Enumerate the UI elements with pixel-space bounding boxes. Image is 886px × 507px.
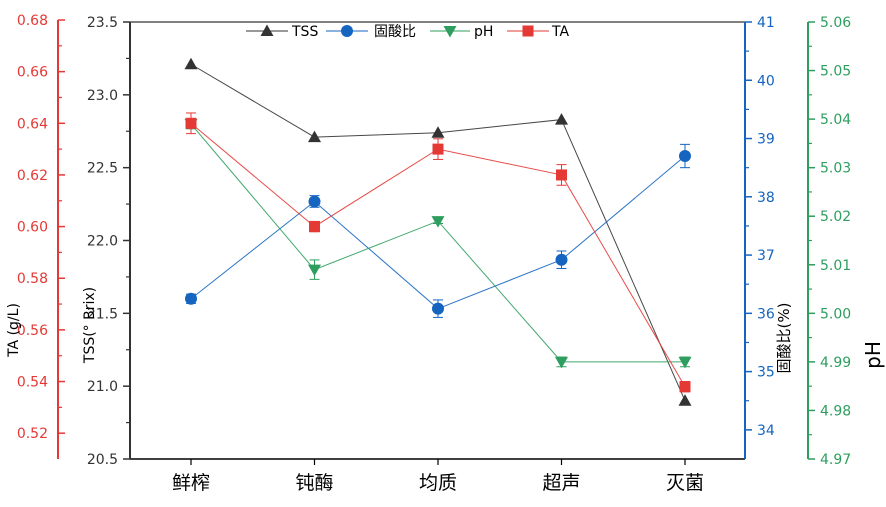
data-point-ratio (308, 195, 321, 208)
data-point-ratio (432, 302, 444, 315)
series-line-tss (190, 63, 686, 401)
legend-marker (341, 25, 353, 37)
x-tick-label: 钝酶 (295, 472, 333, 494)
ratio-axis-title: 固酸比(%) (775, 303, 793, 374)
x-tick-label: 灭菌 (666, 472, 704, 494)
ph-axis-tick-label: 5.06 (820, 15, 851, 31)
data-point-ta (309, 221, 320, 233)
data-point-ratio (555, 253, 568, 266)
data-point-tss (555, 113, 568, 125)
data-point-ta (185, 117, 197, 129)
tss-axis-tick-label: 21.5 (87, 306, 118, 322)
data-point-ta (432, 143, 444, 155)
x-tick-label: 鲜榨 (172, 472, 210, 494)
ph-axis-tick-label: 5.05 (820, 64, 851, 80)
ratio-axis-tick-label: 37 (757, 248, 775, 264)
ta-axis-title: TA (g/L) (6, 303, 22, 358)
tss-axis-tick-label: 23.5 (87, 15, 118, 31)
ratio-axis-tick-label: 39 (757, 132, 775, 148)
ratio-axis-tick-label: 38 (757, 190, 775, 206)
data-point-ratio (185, 292, 197, 305)
ta-axis-tick-label: 0.52 (17, 426, 48, 442)
ratio-axis-tick-label: 40 (757, 73, 775, 89)
ratio-axis-tick-label: 35 (757, 365, 775, 381)
ph-axis-tick-label: 5.04 (820, 112, 851, 128)
data-point-ph (678, 356, 692, 369)
ph-axis-tick-label: 5.01 (820, 258, 851, 274)
data-point-ratio (679, 150, 691, 163)
ta-axis-tick-label: 0.68 (17, 13, 48, 29)
tss-axis-tick-label: 20.5 (87, 452, 118, 468)
x-tick-label: 超声 (542, 472, 580, 494)
data-point-ph (308, 264, 321, 277)
ph-axis-tick-label: 5.02 (820, 209, 851, 225)
data-point-tss (308, 130, 321, 143)
data-point-ph (431, 216, 445, 228)
ph-axis-tick-label: 5.03 (820, 161, 851, 177)
data-point-ta (679, 381, 691, 393)
ph-axis-tick-label: 4.98 (820, 403, 851, 419)
legend-label: TSS (291, 24, 318, 40)
ph-axis-tick-label: 4.97 (820, 452, 851, 468)
legend-marker (260, 24, 274, 36)
ta-axis-tick-label: 0.66 (17, 65, 48, 81)
ph-axis-tick-label: 4.99 (820, 355, 851, 371)
ta-axis-tick-label: 0.62 (17, 168, 48, 184)
tss-axis-title: TSS(° Brix) (82, 287, 98, 364)
legend-marker (522, 25, 534, 37)
data-point-tss (184, 57, 198, 70)
ratio-axis-tick-label: 34 (757, 423, 775, 439)
data-point-tss (431, 126, 445, 138)
ta-axis-tick-label: 0.60 (17, 220, 48, 236)
ta-axis-tick-label: 0.56 (17, 323, 48, 339)
tss-axis-tick-label: 22.0 (87, 234, 118, 250)
legend-label: TA (551, 24, 569, 40)
data-point-ph (555, 356, 568, 369)
ta-axis-tick-label: 0.58 (17, 271, 48, 287)
series-line-ta (190, 122, 686, 387)
tss-axis-tick-label: 22.5 (87, 161, 118, 177)
ratio-axis-tick-label: 36 (757, 306, 775, 322)
legend-label: pH (474, 24, 493, 40)
tss-axis-tick-label: 21.0 (87, 379, 118, 395)
x-tick-label: 均质 (419, 472, 457, 494)
legend-label: 固酸比 (374, 24, 416, 40)
ph-axis-tick-label: 5.00 (820, 306, 851, 322)
data-point-ta (556, 169, 567, 181)
ta-axis-tick-label: 0.64 (17, 116, 48, 132)
legend-marker (443, 26, 457, 38)
ta-axis-tick-label: 0.54 (17, 375, 48, 391)
tss-axis-tick-label: 23.0 (87, 88, 118, 104)
data-point-tss (678, 394, 692, 406)
ph-axis-title: pH (861, 341, 885, 369)
ratio-axis-tick-label: 41 (757, 15, 775, 31)
